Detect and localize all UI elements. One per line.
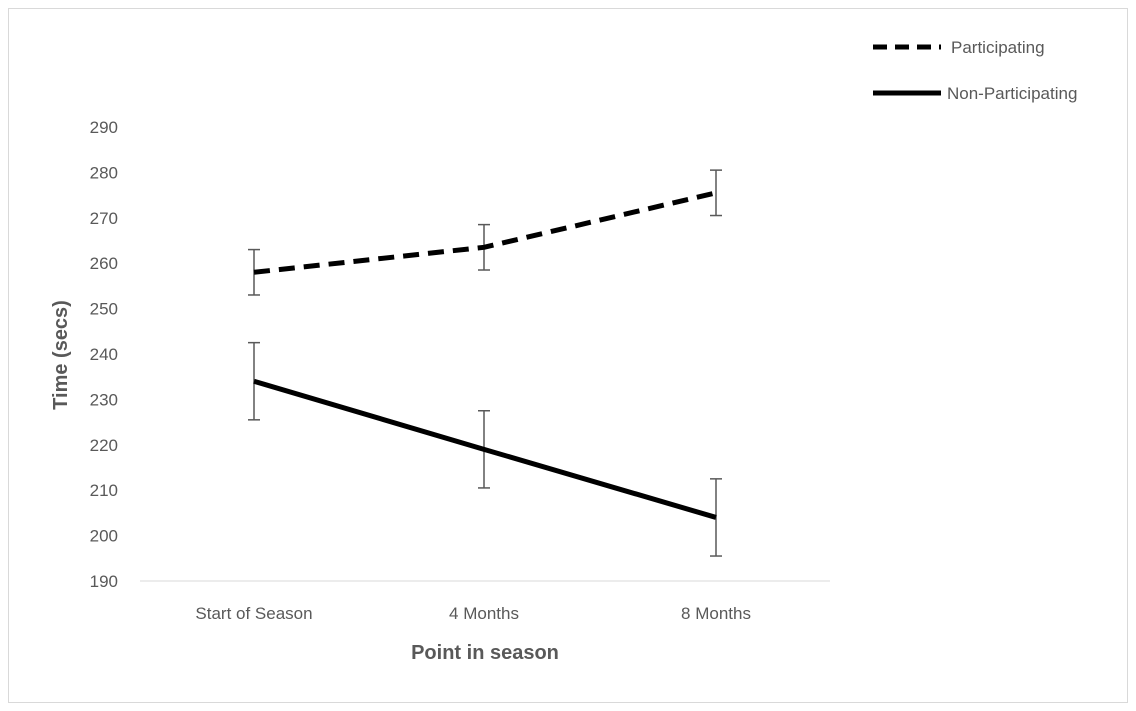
y-tick-label: 250: [90, 300, 118, 319]
x-tick-label: 4 Months: [449, 604, 519, 623]
legend-item-non-participating: Non-Participating: [873, 84, 1077, 103]
y-tick-label: 230: [90, 390, 118, 409]
legend-label-participating: Participating: [951, 38, 1045, 57]
y-tick-label: 260: [90, 254, 118, 273]
x-axis-ticks: Start of Season 4 Months 8 Months: [195, 604, 751, 623]
y-tick-label: 210: [90, 481, 118, 500]
y-tick-label: 240: [90, 345, 118, 364]
y-tick-label: 200: [90, 527, 118, 546]
series-lines: [253, 190, 717, 520]
y-tick-label: 190: [90, 572, 118, 591]
y-tick-label: 280: [90, 163, 118, 182]
y-axis-title: Time (secs): [50, 300, 72, 410]
x-tick-label: Start of Season: [195, 604, 312, 623]
y-tick-label: 220: [90, 436, 118, 455]
legend: Participating Non-Participating: [873, 38, 1077, 103]
legend-item-participating: Participating: [873, 38, 1045, 57]
y-tick-label: 290: [90, 118, 118, 137]
legend-label-non-participating: Non-Participating: [947, 84, 1077, 103]
y-tick-label: 270: [90, 209, 118, 228]
chart-frame: [8, 8, 1128, 703]
x-tick-label: 8 Months: [681, 604, 751, 623]
x-axis-title: Point in season: [411, 642, 559, 664]
y-axis-ticks: 190 200 210 220 230 240 250 260 270 280 290: [90, 118, 118, 591]
series-line-non-participating: [253, 378, 717, 520]
series-line-participating: [253, 190, 717, 275]
